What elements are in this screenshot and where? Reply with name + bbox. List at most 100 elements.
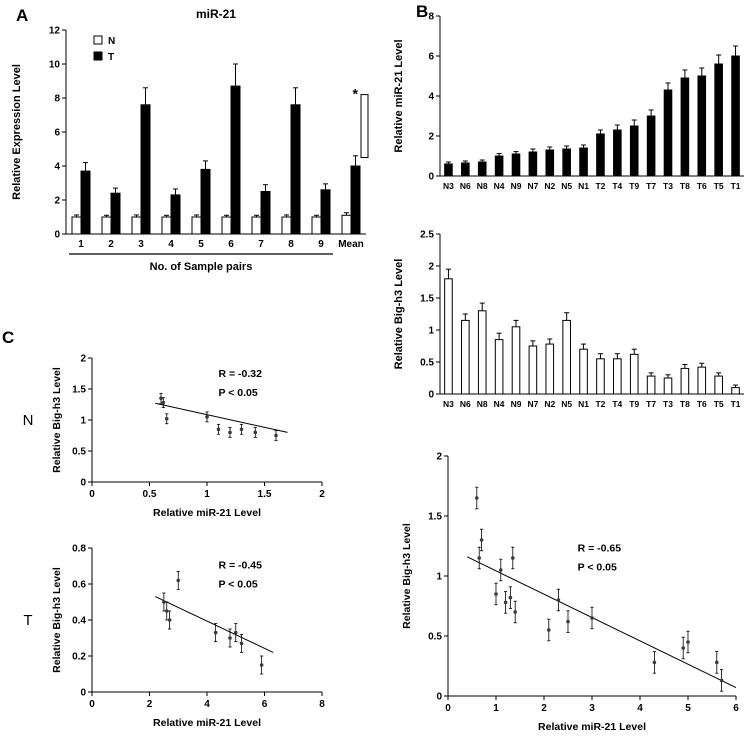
svg-text:8: 8 [54,94,60,105]
svg-text:2.5: 2.5 [420,230,434,241]
svg-text:4: 4 [54,162,60,173]
svg-text:8: 8 [288,239,294,250]
svg-text:2: 2 [147,699,153,710]
svg-text:9: 9 [318,239,324,250]
svg-text:3: 3 [589,703,595,714]
svg-text:2: 2 [108,239,114,250]
svg-text:Relative miR-21 Level: Relative miR-21 Level [153,717,261,729]
svg-text:N9: N9 [511,399,522,409]
svg-text:R = -0.32: R = -0.32 [219,368,263,380]
svg-text:3: 3 [138,239,144,250]
svg-text:N7: N7 [527,399,538,409]
svg-text:Relative miR-21 Level: Relative miR-21 Level [538,721,646,733]
panel-a-bar-chart: 0 2 4 6 8 10 12 Relative Expression Level miR-21… [6,0,382,316]
svg-text:1.5: 1.5 [428,512,442,523]
panel-c-n-scatter-chart: 0 0.5 1 1.5 2 0 0.5 1 1.5 2 Relative Big-h3 Level R… [16,346,350,532]
svg-text:T6: T6 [697,181,707,191]
svg-text:N: N [108,36,115,47]
svg-text:1: 1 [78,239,84,250]
svg-text:6: 6 [733,703,739,714]
svg-text:N6: N6 [460,181,471,191]
svg-text:7: 7 [258,239,264,250]
svg-text:N3: N3 [443,399,454,409]
svg-text:6: 6 [228,239,234,250]
panel-b-bigh3-svg: 0 0.5 1 1.5 2 2.5 Relative Big-h3 Level N3 N6 N8 N… [393,230,744,409]
svg-text:*: * [353,86,359,102]
svg-text:0.5: 0.5 [428,632,442,643]
svg-text:No. of Sample pairs: No. of Sample pairs [150,261,253,273]
svg-text:2: 2 [428,262,434,273]
svg-text:2: 2 [428,132,434,143]
svg-text:N1: N1 [578,399,589,409]
svg-text:T5: T5 [714,399,724,409]
svg-text:5: 5 [685,703,691,714]
svg-text:Relative Big-h3 Level: Relative Big-h3 Level [393,259,405,370]
svg-text:miR-21: miR-21 [196,7,236,21]
svg-text:4: 4 [168,239,174,250]
svg-text:1.5: 1.5 [420,294,434,305]
svg-text:Relative Big-h3 Level: Relative Big-h3 Level [51,367,63,473]
svg-text:4: 4 [428,92,434,103]
svg-text:T: T [108,52,114,63]
svg-text:N5: N5 [561,399,572,409]
svg-text:1: 1 [493,703,499,714]
svg-text:T4: T4 [612,399,622,409]
svg-text:Mean: Mean [338,239,364,250]
svg-text:N7: N7 [527,181,538,191]
svg-text:N2: N2 [544,181,555,191]
panel-c-t-svg: 0 2 4 6 8 0 0.2 0.4 0.6 0.8 Relative Big-h3 Level R… [23,544,325,730]
panel-c-n-svg: 0 0.5 1 1.5 2 0 0.5 1 1.5 2 Relative Big-h3 Level R… [23,354,326,520]
svg-text:1.5: 1.5 [72,385,86,396]
svg-text:0: 0 [89,699,95,710]
svg-text:T7: T7 [646,399,656,409]
svg-text:N6: N6 [460,399,471,409]
svg-text:P < 0.05: P < 0.05 [219,387,258,399]
svg-text:Relative Big-h3 Level: Relative Big-h3 Level [51,567,63,673]
svg-text:R = -0.45: R = -0.45 [219,560,263,572]
svg-text:T4: T4 [612,181,622,191]
svg-text:N8: N8 [477,399,488,409]
svg-text:5: 5 [198,239,204,250]
svg-text:R = -0.65: R = -0.65 [578,542,622,554]
svg-text:T7: T7 [646,181,656,191]
panel-b-scatter-chart: 0 1 2 3 4 5 6 0 0.5 1 1.5 2 Relative Big-h3 Level Rel… [396,444,750,754]
svg-text:T3: T3 [663,181,673,191]
svg-text:0.5: 0.5 [420,358,434,369]
svg-text:2: 2 [541,703,547,714]
svg-text:Relative miR-21 Level: Relative miR-21 Level [153,507,261,519]
svg-text:Relative Big-h3 Level: Relative Big-h3 Level [401,523,413,629]
panel-label-c: C [2,328,15,347]
svg-text:0: 0 [428,390,434,401]
svg-text:N8: N8 [477,181,488,191]
svg-text:1: 1 [80,416,86,427]
svg-text:1.5: 1.5 [258,489,272,500]
svg-text:T: T [23,612,32,629]
svg-text:6: 6 [54,128,60,139]
svg-text:10: 10 [49,60,61,71]
svg-text:2: 2 [80,354,86,365]
panel-label-a: A [16,6,29,25]
svg-text:6: 6 [428,52,434,63]
svg-text:T2: T2 [595,399,605,409]
panel-c-t-scatter-chart: 0 2 4 6 8 0 0.2 0.4 0.6 0.8 Relative Big-h3 Level R… [16,534,350,754]
svg-text:4: 4 [637,703,643,714]
svg-text:T8: T8 [680,399,690,409]
svg-text:T3: T3 [663,399,673,409]
svg-text:2: 2 [436,452,442,463]
svg-text:N9: N9 [511,181,522,191]
svg-text:P < 0.05: P < 0.05 [578,561,617,573]
svg-text:0: 0 [428,172,434,183]
svg-text:T1: T1 [731,399,741,409]
svg-text:0: 0 [89,489,95,500]
svg-text:8: 8 [319,699,325,710]
svg-text:N: N [23,412,34,429]
svg-text:0.5: 0.5 [143,489,157,500]
svg-text:Relative Expression Level: Relative Expression Level [11,64,23,200]
panel-b-bigh3-bar-chart: 0 0.5 1 1.5 2 2.5 Relative Big-h3 Level N3 N6 N8 N… [390,222,750,442]
svg-text:8: 8 [428,12,434,23]
panel-b-scatter-svg: 0 1 2 3 4 5 6 0 0.5 1 1.5 2 Relative Big-h3 Level Rel… [401,452,739,734]
svg-text:N4: N4 [494,399,505,409]
svg-text:N1: N1 [578,181,589,191]
